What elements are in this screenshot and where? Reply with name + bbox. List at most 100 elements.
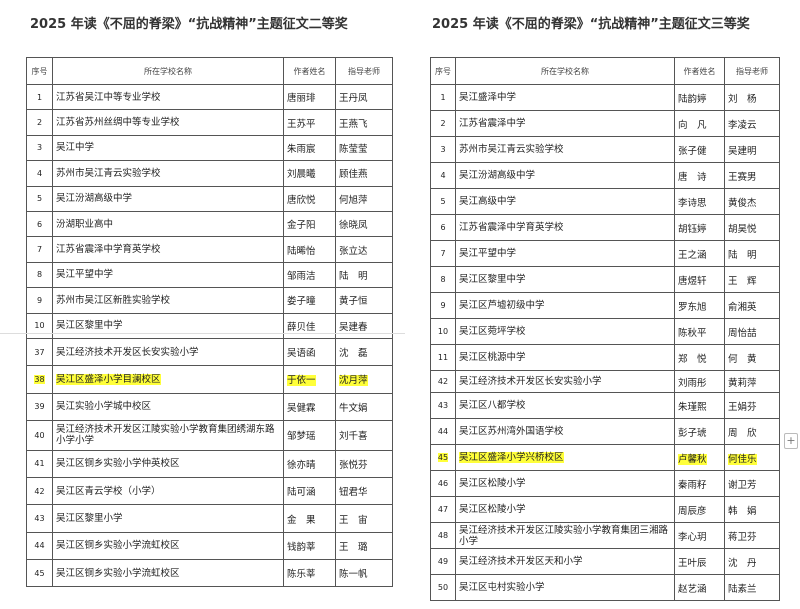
row-index: 4 xyxy=(430,162,456,189)
teacher-name: 何佳乐 xyxy=(724,444,780,471)
school-name-text: 吴江区八都学校 xyxy=(459,400,526,411)
table-row: 42 吴江区青云学校（小学） 陆可涵 钮君华 xyxy=(26,477,393,506)
row-index: 48 xyxy=(430,522,456,549)
school-name: 吴江经济技术开发区长安实验小学 xyxy=(52,337,284,367)
school-name-text: 苏州市吴江青云实验学校 xyxy=(459,144,564,155)
teacher-name: 周 欣 xyxy=(724,418,780,445)
row-index-text: 8 xyxy=(36,270,43,280)
teacher-name-text: 陈莹莹 xyxy=(339,143,368,155)
author-name: 唐 诗 xyxy=(674,162,725,189)
table-row: 41 吴江区铜乡实验小学仲英校区 徐亦晴 张悦芬 xyxy=(26,449,393,479)
author-name-text: 周辰彦 xyxy=(678,505,707,517)
author-name-text: 金 果 xyxy=(287,514,316,526)
teacher-name: 吴建明 xyxy=(724,136,780,163)
school-name-text: 吴江区松陵小学 xyxy=(459,504,526,515)
teacher-name-text: 顾佳燕 xyxy=(339,169,368,181)
teacher-name: 黄俊杰 xyxy=(724,188,780,215)
teacher-name-text: 蒋卫芬 xyxy=(728,531,757,543)
author-name: 薛贝佳 xyxy=(283,312,336,339)
author-name-text: 薛贝佳 xyxy=(287,321,316,333)
author-name: 刘雨彤 xyxy=(674,370,725,393)
school-name-text: 江苏省震泽中学育英学校 xyxy=(56,244,161,256)
header-school: 所在学校名称 xyxy=(455,57,675,85)
school-name: 吴江区盛泽小学兴桥校区 xyxy=(455,444,675,471)
school-name: 江苏省震泽中学 xyxy=(455,110,675,137)
teacher-name: 钮君华 xyxy=(335,477,393,506)
school-name-text: 吴江经济技术开发区江陵实验小学教育集团三湘路小学 xyxy=(459,524,669,547)
school-name: 吴江经济技术开发区江陵实验小学教育集团三湘路小学 xyxy=(455,522,675,549)
school-name-text: 吴江区黎里中学 xyxy=(459,274,526,285)
table-row: 2 江苏省苏州丝绸中等专业学校 王苏平 王燕飞 xyxy=(26,109,393,136)
row-index-text: 1 xyxy=(440,93,446,102)
table-row: 5 吴江高级中学 李诗思 黄俊杰 xyxy=(430,188,780,215)
author-name-text: 吴语函 xyxy=(287,348,316,360)
author-name: 卢馨秋 xyxy=(674,444,725,471)
teacher-name-text: 陆 明 xyxy=(728,249,757,261)
row-index-text: 4 xyxy=(36,168,43,178)
teacher-name: 陆 明 xyxy=(335,261,393,289)
row-index-text: 48 xyxy=(437,531,449,540)
table-header-row: 序号 所在学校名称 作者姓名 指导老师 xyxy=(430,57,780,85)
teacher-name: 胡昊悦 xyxy=(724,214,780,241)
teacher-name-text: 刘千喜 xyxy=(339,431,368,443)
author-name: 彭子琥 xyxy=(674,418,725,445)
school-name: 吴江区黎里中学 xyxy=(52,312,284,339)
row-index-text: 9 xyxy=(440,301,446,310)
teacher-name: 牛文娟 xyxy=(335,392,393,421)
school-name: 苏州市吴江青云实验学校 xyxy=(52,160,284,187)
author-name-text: 郑 悦 xyxy=(678,353,707,365)
table-row: 5 吴江汾湖高级中学 唐欣悦 何旭萍 xyxy=(26,185,393,212)
school-name-text: 吴江区青云学校（小学） xyxy=(56,485,161,497)
row-index: 6 xyxy=(26,210,53,238)
row-index: 8 xyxy=(26,261,53,289)
table-row: 10 吴江区菀坪学校 陈秋平 周怡喆 xyxy=(430,318,780,345)
row-index: 44 xyxy=(430,418,456,445)
row-index-text: 8 xyxy=(440,275,446,284)
author-name: 朱瑾熙 xyxy=(674,392,725,419)
teacher-name: 何 黄 xyxy=(724,344,780,371)
teacher-name: 黄子恒 xyxy=(335,287,393,314)
row-index-text: 6 xyxy=(36,219,43,229)
table-row: 6 汾湖职业高中 金子阳 徐晓凤 xyxy=(26,210,393,238)
teacher-name-text: 王丹凤 xyxy=(339,93,368,105)
author-name-text: 向 凡 xyxy=(678,119,707,131)
author-name-text: 邹梦瑶 xyxy=(287,431,316,443)
teacher-name-text: 刘 杨 xyxy=(728,93,757,105)
row-index-text: 47 xyxy=(437,505,449,514)
school-name-text: 吴江平望中学 xyxy=(56,269,114,281)
row-index: 43 xyxy=(26,504,53,533)
school-name: 吴江汾湖高级中学 xyxy=(455,162,675,189)
teacher-name: 陆素兰 xyxy=(724,574,780,601)
teacher-name: 吴建春 xyxy=(335,312,393,339)
row-index: 42 xyxy=(26,477,53,506)
author-name-text: 朱瑾熙 xyxy=(678,401,707,413)
author-name-text: 唐丽琲 xyxy=(287,93,316,105)
teacher-name-text: 沈 丹 xyxy=(728,557,757,569)
row-index: 1 xyxy=(430,84,456,111)
school-name: 吴江经济技术开发区长安实验小学 xyxy=(455,370,675,393)
school-name: 吴江区松陵小学 xyxy=(455,470,675,497)
row-index: 5 xyxy=(430,188,456,215)
table-row: 7 吴江平望中学 王之涵 陆 明 xyxy=(430,240,780,267)
row-index: 9 xyxy=(430,292,456,319)
add-button[interactable]: + xyxy=(784,433,798,449)
school-name-text: 吴江区黎里中学 xyxy=(56,320,123,332)
school-name: 吴江区桃源中学 xyxy=(455,344,675,371)
teacher-name-text: 吴建春 xyxy=(339,321,368,333)
author-name-text: 唐 诗 xyxy=(678,171,707,183)
author-name: 张子健 xyxy=(674,136,725,163)
author-name-text: 李诗思 xyxy=(678,197,707,209)
school-name-text: 吴江区黎里小学 xyxy=(56,513,123,525)
teacher-name: 李凌云 xyxy=(724,110,780,137)
school-name: 吴江平望中学 xyxy=(52,261,284,289)
school-name-text: 吴江区铜乡实验小学流虹校区 xyxy=(56,567,180,579)
author-name: 胡钰婷 xyxy=(674,214,725,241)
teacher-name: 陈莹莹 xyxy=(335,134,393,162)
teacher-name-text: 王 宙 xyxy=(339,514,368,526)
teacher-name: 刘千喜 xyxy=(335,419,393,451)
teacher-name-text: 徐晓凤 xyxy=(339,220,368,232)
row-index-text: 45 xyxy=(34,568,45,578)
school-name-text: 吴江高级中学 xyxy=(459,196,517,207)
table-row: 40 吴江经济技术开发区江陵实验小学教育集团绣湖东路小学小学 邹梦瑶 刘千喜 xyxy=(26,419,393,451)
author-name: 周辰彦 xyxy=(674,496,725,523)
